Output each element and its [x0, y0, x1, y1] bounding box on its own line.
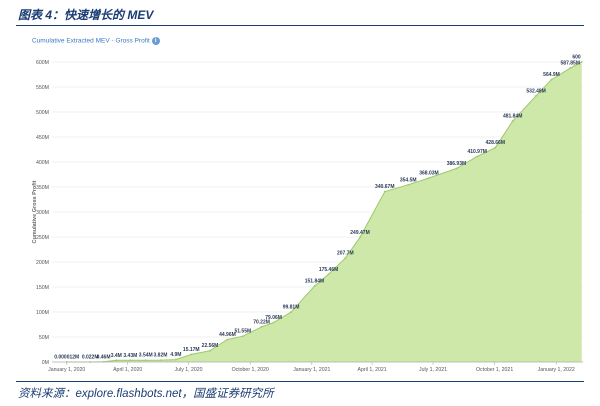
y-tick-label: 200M — [36, 260, 49, 266]
data-point — [260, 325, 263, 328]
area-layer — [65, 61, 583, 363]
data-label: 410.97M — [467, 149, 486, 155]
data-label: 70.22M — [253, 319, 270, 325]
x-tick-label: January 1, 2020 — [48, 367, 85, 373]
series-line — [66, 61, 582, 363]
data-label: 22.56M — [202, 343, 219, 349]
y-tick-label: 600M — [36, 60, 49, 66]
x-tick-label: July 1, 2020 — [175, 367, 203, 373]
data-point — [290, 311, 292, 313]
info-icon[interactable]: i — [151, 37, 160, 45]
y-tick-label: 550M — [36, 85, 49, 91]
y-tick-label: 300M — [36, 210, 49, 216]
y-tick-label: 350M — [36, 185, 49, 191]
y-tick-label: 500M — [36, 110, 49, 116]
data-label: 3.82M — [154, 353, 168, 359]
data-label: 4.9M — [170, 352, 181, 358]
chart-header: Cumulative Extracted MEV - Gross Profit i — [32, 37, 160, 45]
data-label: 99.81M — [283, 305, 300, 311]
data-point — [383, 190, 386, 193]
data-label: 3.43M — [123, 353, 137, 359]
y-tick-label: 450M — [36, 135, 49, 141]
y-tick-label: 50M — [39, 335, 49, 341]
data-label: 3.4M — [111, 353, 122, 359]
data-point — [241, 335, 244, 338]
data-point — [272, 321, 275, 324]
series-area — [66, 62, 582, 362]
data-label: 368.03M — [419, 170, 438, 176]
data-label: 249.47M — [350, 230, 369, 236]
data-point — [174, 358, 177, 361]
y-tick-label: 150M — [36, 285, 49, 291]
data-point — [129, 359, 132, 362]
x-tick-label: January 1, 2022 — [538, 367, 575, 373]
data-label: 0.46M — [97, 354, 111, 360]
axis-layer: 0M 50M 100M 150M 200M 250M 300M 350M 400M 450M 500… — [32, 60, 583, 373]
top-divider — [16, 25, 584, 26]
data-label: 587.85M — [561, 61, 580, 67]
figure-title: 图表 4：快速增长的 MEV — [18, 8, 154, 22]
data-label: 340.67M — [375, 184, 394, 190]
data-label: 175.46M — [319, 267, 338, 273]
data-point — [159, 359, 162, 361]
x-tick-label: July 1, 2021 — [419, 367, 447, 373]
data-point — [209, 349, 211, 352]
data-point — [569, 67, 572, 69]
data-point — [144, 359, 147, 362]
x-tick-label: October 1, 2020 — [232, 367, 269, 373]
data-label: 151.84M — [305, 279, 324, 285]
data-label: 532.48M — [526, 88, 545, 94]
data-label: 79.06M — [265, 315, 282, 321]
data-label: 15.17M — [183, 347, 200, 353]
data-point — [115, 359, 118, 362]
data-point — [313, 285, 316, 287]
data-label: 51.55M — [234, 329, 251, 335]
data-label: 44.96M — [219, 332, 236, 338]
data-point — [494, 146, 497, 149]
data-point — [580, 61, 583, 63]
data-label: 207.7M — [337, 251, 354, 257]
data-label: 564.9M — [543, 72, 560, 78]
data-point — [359, 236, 361, 239]
data-label: 428.66M — [486, 140, 505, 146]
data-point — [407, 183, 410, 186]
x-tick-label: October 1, 2021 — [476, 367, 513, 373]
data-point — [550, 78, 553, 81]
data-point — [535, 94, 538, 97]
data-point — [190, 353, 193, 356]
data-label: 600 — [572, 55, 581, 61]
data-point — [511, 120, 514, 122]
bottom-divider — [16, 381, 584, 382]
chart-header-text: Cumulative Extracted MEV - Gross Profit — [32, 37, 150, 45]
y-tick-label: 0M — [42, 360, 49, 366]
data-point — [226, 338, 229, 341]
data-label: 386.93M — [447, 161, 466, 167]
x-tick-label: April 1, 2020 — [113, 367, 142, 373]
data-label: 0.000012M — [54, 355, 79, 361]
y-tick-label: 250M — [36, 235, 49, 241]
source-note: 资料来源：explore.flashbots.net，国盛证券研究所 — [18, 388, 274, 400]
x-tick-label: January 1, 2021 — [293, 367, 330, 373]
data-label: 481.84M — [503, 114, 522, 120]
data-label: 354.5M — [400, 177, 417, 183]
data-point — [327, 273, 330, 276]
data-point — [428, 177, 430, 179]
data-point — [455, 167, 458, 170]
data-point — [344, 257, 347, 260]
y-axis-title: Cumulative Gross Profit — [32, 180, 38, 243]
x-tick-label: April 1, 2021 — [358, 367, 387, 373]
data-label: 3.54M — [139, 353, 153, 359]
y-tick-label: 100M — [36, 310, 49, 316]
y-tick-label: 400M — [36, 160, 49, 166]
data-point — [476, 155, 479, 158]
data-label: 0.022M — [82, 354, 99, 360]
